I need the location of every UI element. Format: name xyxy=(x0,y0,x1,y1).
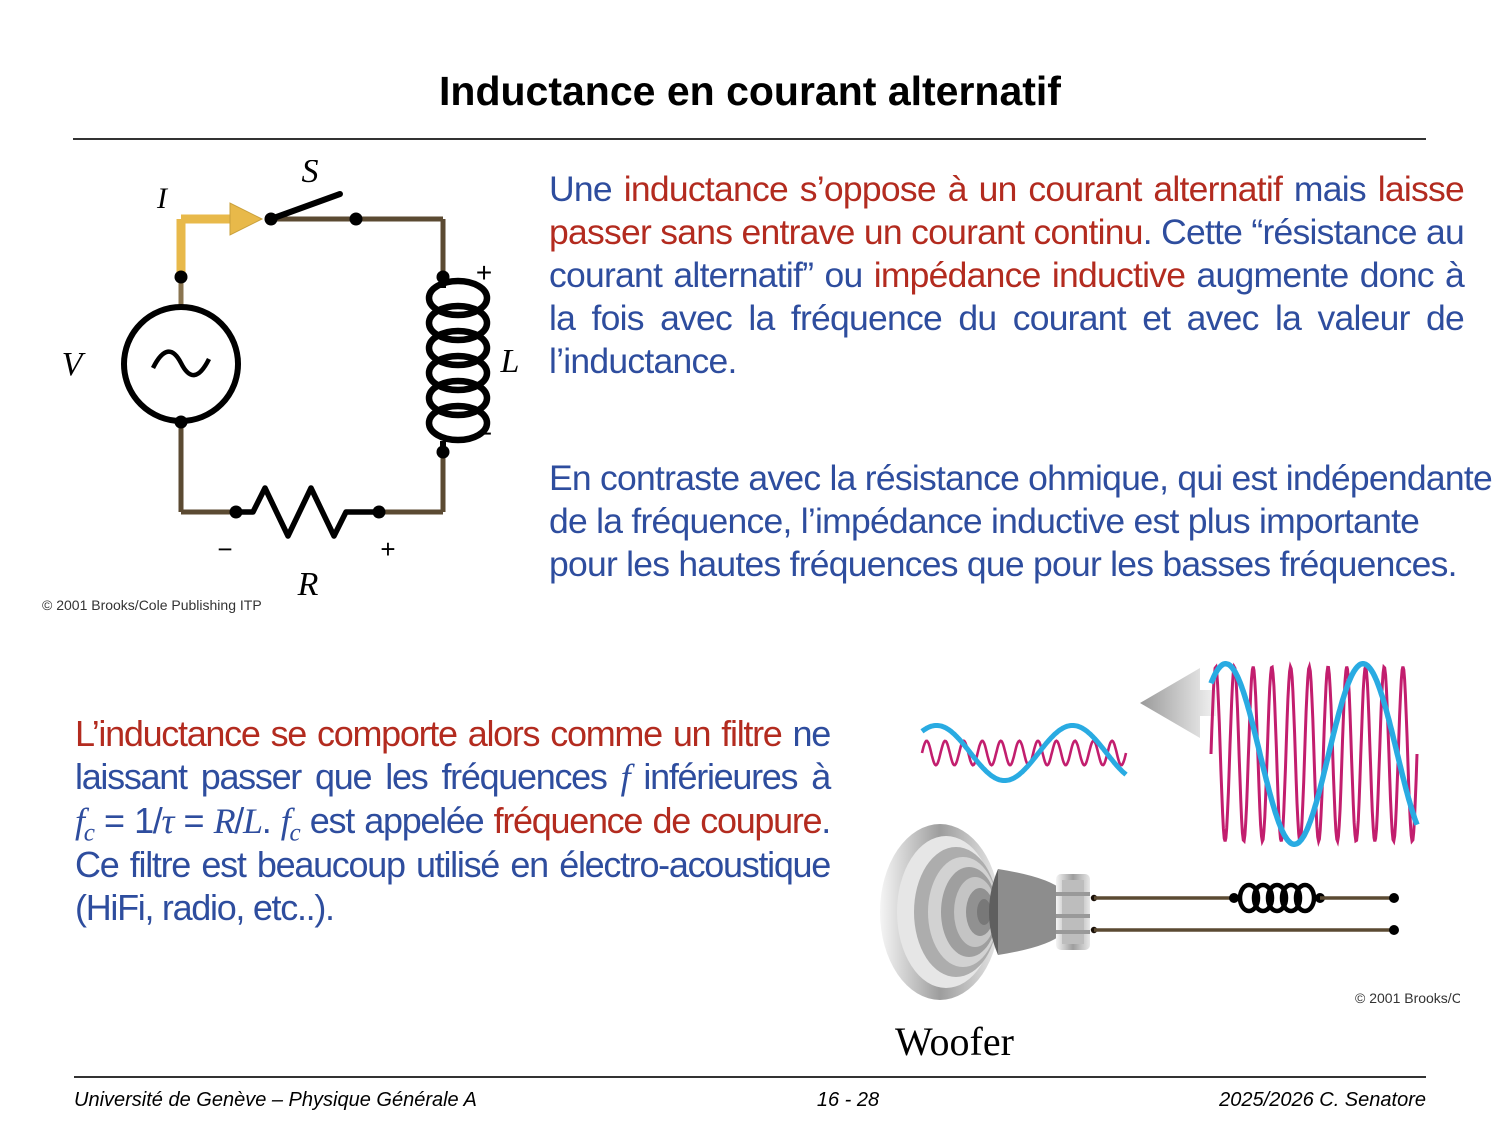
svg-text:−: − xyxy=(217,534,232,564)
svg-text:R: R xyxy=(297,566,319,603)
svg-text:I: I xyxy=(156,182,169,215)
svg-text:Woofer: Woofer xyxy=(895,1019,1014,1064)
svg-text:© 2001 Brooks/Cole Publishing: © 2001 Brooks/Cole Publishing ITP xyxy=(42,597,262,613)
svg-text:© 2001 Brooks/Cole Publishing: © 2001 Brooks/Cole Publishing ITP xyxy=(1355,990,1460,1006)
svg-text:−: − xyxy=(476,418,492,449)
svg-text:+: + xyxy=(476,257,492,288)
svg-text:V: V xyxy=(62,346,87,383)
svg-text:S: S xyxy=(302,160,319,190)
svg-text:L: L xyxy=(500,343,520,380)
svg-text:+: + xyxy=(380,534,395,564)
